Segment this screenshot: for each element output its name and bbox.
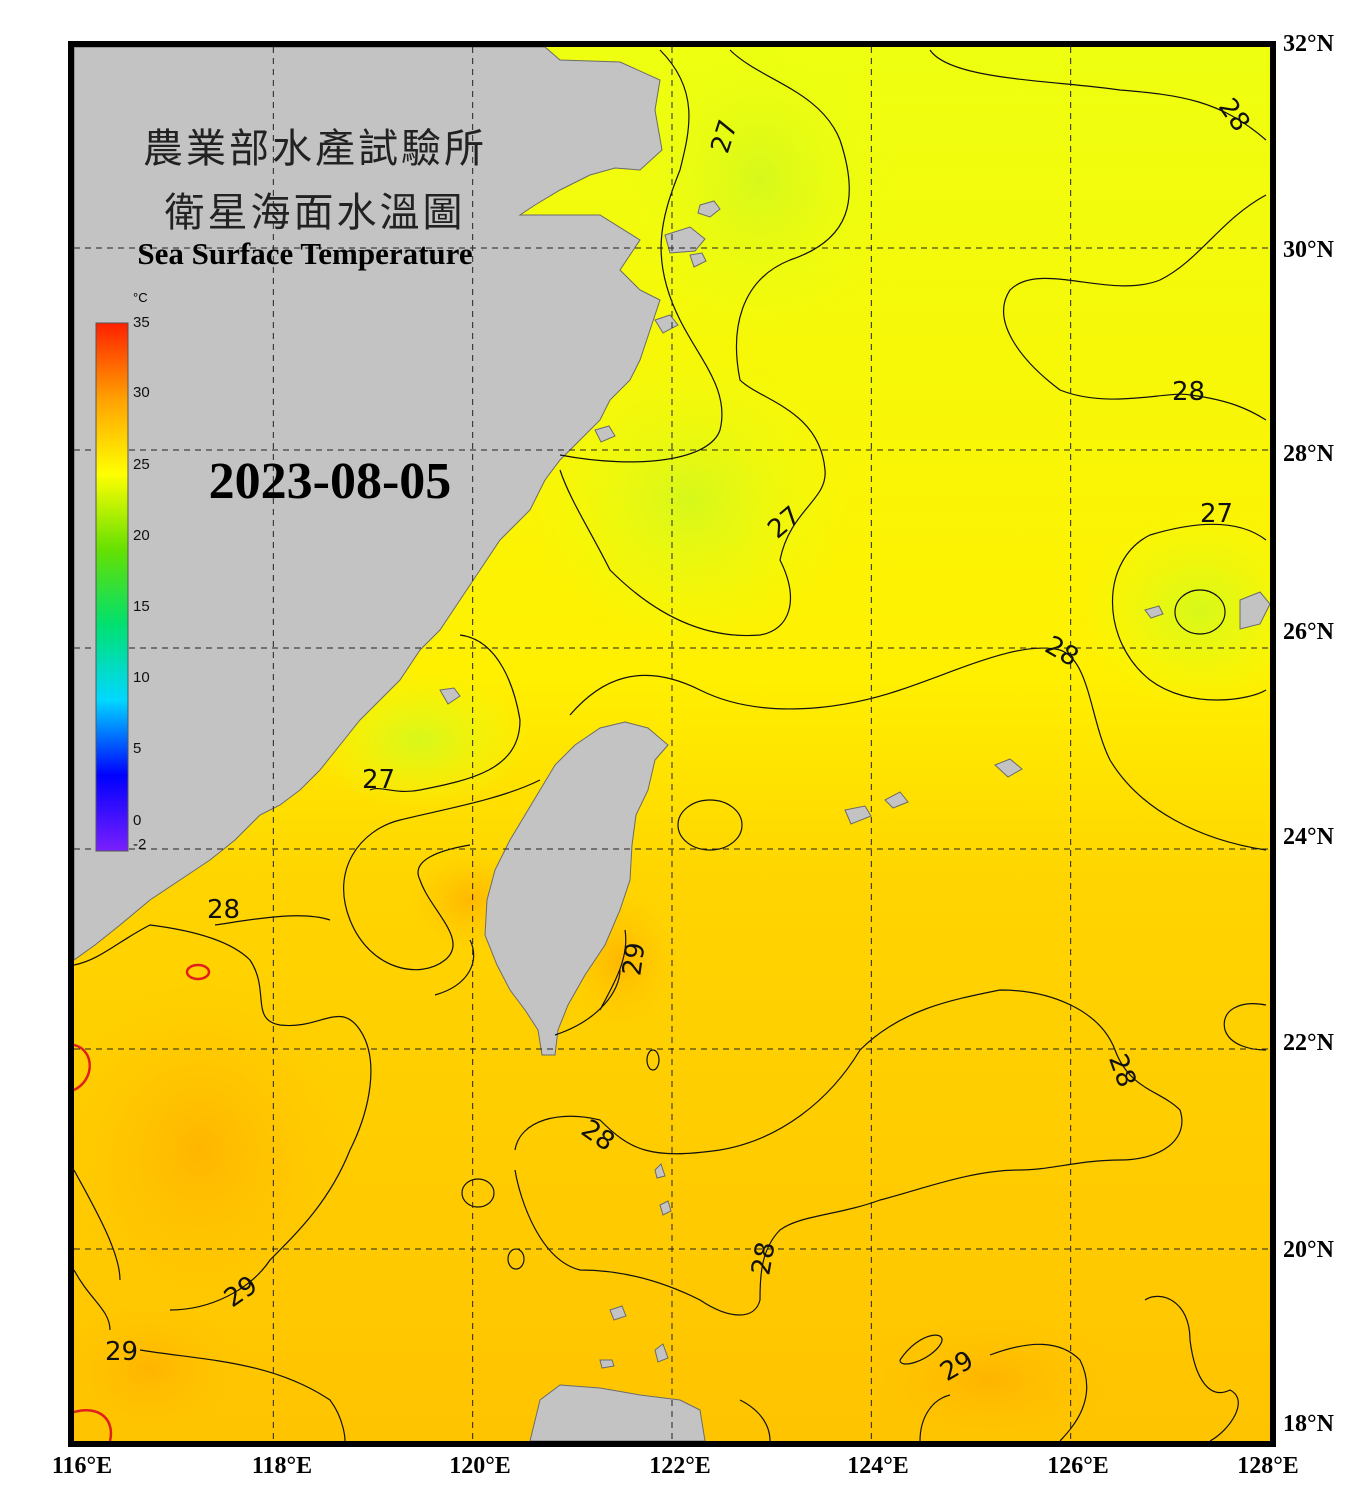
lon-label: 126°E: [1047, 1453, 1109, 1479]
lat-label: 32°N: [1283, 31, 1334, 57]
lon-label: 128°E: [1237, 1453, 1299, 1479]
isotherm-30: [74, 963, 211, 1441]
contour-label: 29: [105, 1337, 138, 1367]
title-line-2: 衛星海面水溫圖: [164, 190, 466, 236]
colorbar-tick: 25: [133, 456, 150, 473]
title-english: Sea Surface Temperature: [137, 236, 473, 271]
ryukyu-islands: [599, 591, 1270, 1369]
contour-label: 28: [746, 1240, 781, 1278]
lat-label: 28°N: [1283, 441, 1334, 467]
colorbar-tick: 5: [133, 740, 142, 757]
lon-label: 118°E: [251, 1453, 313, 1479]
title-line-1: 農業部水產試驗所: [143, 126, 487, 172]
colorbar-tick: 30: [133, 384, 150, 401]
colorbar-tick: 10: [133, 669, 150, 686]
colorbar-tick: 0: [133, 812, 142, 829]
isotherms: [74, 49, 1267, 1441]
lon-label: 122°E: [649, 1453, 711, 1479]
map-frame: [68, 41, 1276, 1447]
lon-label: 120°E: [449, 1453, 511, 1479]
map-date: 2023-08-05: [208, 453, 452, 510]
colorbar-tick: -2: [133, 836, 147, 853]
lon-label: 124°E: [847, 1453, 909, 1479]
lat-label: 20°N: [1283, 1237, 1334, 1263]
taiwan-land: [484, 721, 669, 1056]
colorbar-tick: 15: [133, 598, 150, 615]
lat-label: 24°N: [1283, 824, 1334, 850]
lat-label: 22°N: [1283, 1030, 1334, 1056]
contour-label: 27: [1200, 499, 1233, 529]
colorbar: [95, 322, 129, 852]
luzon-land: [529, 1384, 706, 1441]
lon-label: 116°E: [51, 1453, 113, 1479]
colorbar-unit: °C: [133, 290, 148, 305]
coastal-islands: [439, 200, 721, 705]
lat-label: 26°N: [1283, 619, 1334, 645]
colorbar-tick: 35: [133, 314, 150, 331]
contour-label: 28: [1172, 377, 1205, 407]
contour-label: 27: [362, 765, 395, 795]
lat-lon-grid: [74, 47, 1270, 1441]
lat-label: 18°N: [1283, 1411, 1334, 1437]
colorbar-tick: 20: [133, 527, 150, 544]
lat-label: 30°N: [1283, 237, 1334, 263]
contour-label: 28: [207, 895, 240, 925]
contour-label: 29: [617, 941, 651, 978]
